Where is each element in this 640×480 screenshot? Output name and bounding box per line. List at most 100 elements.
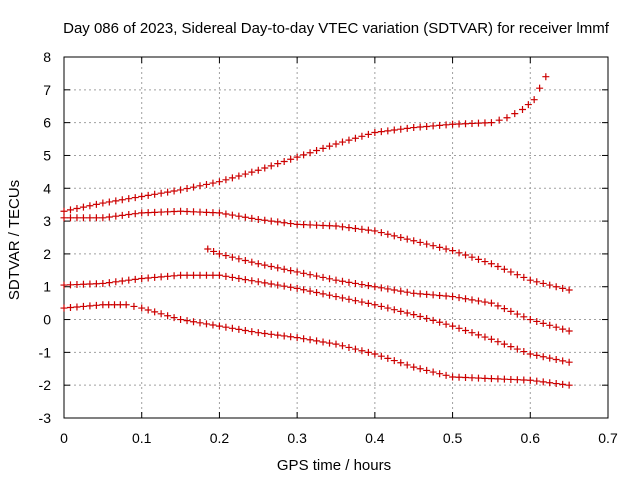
data-point bbox=[377, 128, 385, 136]
data-point bbox=[436, 291, 444, 299]
data-point bbox=[449, 247, 457, 255]
data-point bbox=[436, 243, 444, 251]
data-point bbox=[92, 280, 100, 288]
data-point bbox=[254, 260, 262, 268]
y-tick-label: 0 bbox=[43, 312, 51, 328]
data-point bbox=[474, 297, 482, 305]
data-point bbox=[112, 278, 120, 286]
data-point bbox=[536, 84, 544, 92]
data-point bbox=[151, 208, 159, 216]
data-point bbox=[313, 288, 321, 296]
data-point bbox=[468, 374, 476, 382]
data-point bbox=[481, 298, 489, 306]
data-point bbox=[500, 340, 508, 348]
data-point bbox=[332, 276, 340, 284]
data-point bbox=[131, 275, 139, 283]
data-point bbox=[513, 376, 521, 384]
data-point bbox=[559, 380, 567, 388]
data-point bbox=[539, 319, 547, 327]
data-point bbox=[73, 214, 81, 222]
data-point bbox=[287, 283, 295, 291]
data-point bbox=[462, 120, 470, 128]
data-point bbox=[254, 166, 262, 174]
data-point bbox=[73, 303, 81, 311]
data-point bbox=[546, 321, 554, 329]
data-point bbox=[222, 323, 230, 331]
data-point bbox=[313, 337, 321, 345]
data-point bbox=[248, 214, 256, 222]
data-point bbox=[481, 119, 489, 127]
data-point bbox=[552, 355, 560, 363]
data-point bbox=[79, 302, 87, 310]
data-point bbox=[267, 262, 275, 270]
data-point bbox=[118, 196, 126, 204]
data-point bbox=[565, 286, 573, 294]
x-tick-label: 0.2 bbox=[210, 430, 230, 446]
data-point bbox=[468, 253, 476, 261]
data-point bbox=[92, 301, 100, 309]
data-point bbox=[429, 242, 437, 250]
data-point bbox=[345, 136, 353, 144]
data-point bbox=[183, 317, 191, 325]
data-point bbox=[261, 279, 269, 287]
data-point bbox=[196, 182, 204, 190]
data-point bbox=[235, 255, 243, 263]
data-point bbox=[241, 213, 249, 221]
data-point bbox=[209, 321, 217, 329]
data-point bbox=[130, 302, 138, 310]
data-point bbox=[319, 273, 327, 281]
data-point bbox=[364, 130, 372, 138]
data-point bbox=[122, 301, 130, 309]
data-point bbox=[351, 279, 359, 287]
data-point bbox=[416, 290, 424, 298]
data-point bbox=[410, 363, 418, 371]
data-point bbox=[507, 307, 515, 315]
data-point bbox=[138, 275, 146, 283]
data-point bbox=[542, 73, 550, 81]
data-point bbox=[500, 305, 508, 313]
data-point bbox=[403, 235, 411, 243]
data-point bbox=[345, 224, 353, 232]
data-point bbox=[190, 318, 198, 326]
data-point bbox=[280, 282, 288, 290]
data-point bbox=[254, 215, 262, 223]
data-point bbox=[204, 245, 212, 253]
data-point bbox=[474, 374, 482, 382]
data-point bbox=[319, 221, 327, 229]
data-point bbox=[332, 340, 340, 348]
data-point bbox=[190, 208, 198, 216]
data-point bbox=[261, 216, 269, 224]
data-point bbox=[228, 253, 236, 261]
data-point bbox=[533, 377, 541, 385]
data-point bbox=[287, 155, 295, 163]
data-point bbox=[546, 379, 554, 387]
data-point bbox=[442, 320, 450, 328]
data-point bbox=[228, 211, 236, 219]
data-point bbox=[487, 260, 495, 268]
data-point bbox=[565, 358, 573, 366]
data-point bbox=[319, 290, 327, 298]
data-point bbox=[364, 282, 372, 290]
data-point bbox=[423, 314, 431, 322]
data-point bbox=[183, 208, 191, 216]
data-point bbox=[222, 176, 230, 184]
data-point bbox=[442, 371, 450, 379]
data-point bbox=[358, 298, 366, 306]
x-axis-title: GPS time / hours bbox=[277, 457, 391, 474]
data-point bbox=[449, 120, 457, 128]
data-point bbox=[267, 280, 275, 288]
y-tick-label: 2 bbox=[43, 246, 51, 262]
data-point bbox=[332, 140, 340, 148]
data-point bbox=[533, 351, 541, 359]
data-point bbox=[79, 214, 87, 222]
x-tick-label: 0.3 bbox=[287, 430, 307, 446]
data-point bbox=[520, 348, 528, 356]
series-track-4 bbox=[60, 271, 573, 366]
data-point bbox=[345, 295, 353, 303]
y-axis-title: SDTVAR / TECUs bbox=[6, 180, 23, 300]
data-point bbox=[371, 301, 379, 309]
data-point bbox=[455, 120, 463, 128]
data-point bbox=[326, 275, 334, 283]
data-point bbox=[371, 128, 379, 136]
x-tick-label: 0.5 bbox=[443, 430, 463, 446]
